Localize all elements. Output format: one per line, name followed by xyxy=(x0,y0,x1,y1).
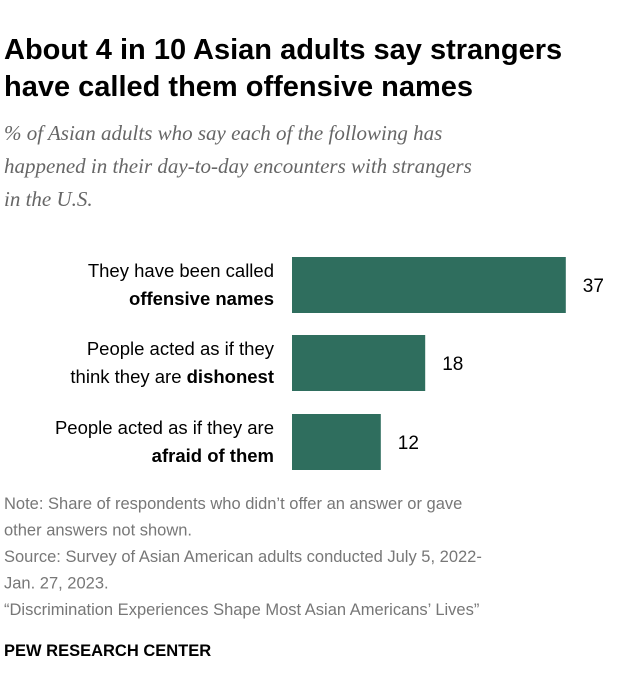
note: “Discrimination Experiences Shape Most A… xyxy=(4,601,479,619)
source-label: PEW RESEARCH CENTER xyxy=(4,642,211,660)
category-label: People acted as if they are xyxy=(55,417,274,438)
note: other answers not shown. xyxy=(4,522,192,540)
bar xyxy=(292,257,566,313)
bar xyxy=(292,414,381,470)
note: Jan. 27, 2023. xyxy=(4,575,109,593)
category-label-part: dishonest xyxy=(187,366,274,387)
category-label-part: think they are xyxy=(70,366,186,387)
category-label: People acted as if they xyxy=(87,338,275,359)
category-label: offensive names xyxy=(129,288,274,309)
chart-subtitle: in the U.S. xyxy=(4,187,93,211)
category-label: They have been called xyxy=(88,260,274,281)
category-label-part: People acted as if they are xyxy=(55,417,274,438)
category-label-part: afraid of them xyxy=(152,445,274,466)
note: Note: Share of respondents who didn’t of… xyxy=(4,495,462,513)
note: Source: Survey of Asian American adults … xyxy=(4,548,482,566)
chart-subtitle: % of Asian adults who say each of the fo… xyxy=(4,121,442,145)
chart-title: have called them offensive names xyxy=(4,71,473,103)
chart-title: About 4 in 10 Asian adults say strangers xyxy=(4,34,562,66)
category-label-part: offensive names xyxy=(129,288,274,309)
value-label: 37 xyxy=(583,276,604,297)
bar xyxy=(292,335,426,391)
category-label: afraid of them xyxy=(152,445,274,466)
category-label-part: People acted as if they xyxy=(87,338,275,359)
chart-subtitle: happened in their day-to-day encounters … xyxy=(4,154,472,178)
category-label-part: They have been called xyxy=(88,260,274,281)
value-label: 18 xyxy=(442,354,463,375)
value-label: 12 xyxy=(398,433,419,454)
category-label: think they are dishonest xyxy=(70,366,274,387)
